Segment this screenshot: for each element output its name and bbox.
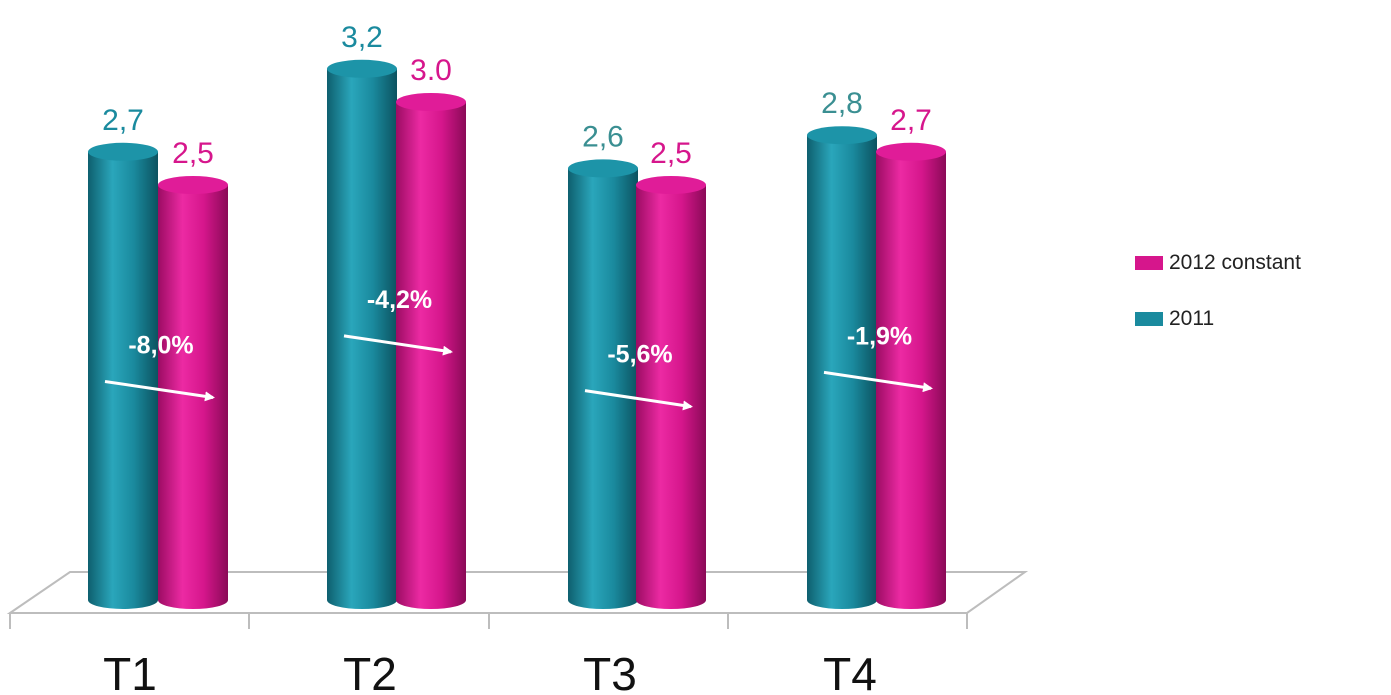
value-label: 3,2 xyxy=(341,21,383,54)
value-label: 2,7 xyxy=(890,104,932,137)
legend-item-2012: 2012 constant xyxy=(1135,248,1301,278)
change-arrow xyxy=(823,370,933,393)
x-tick-label: T1 xyxy=(103,648,157,695)
bar-2011-T2 xyxy=(327,59,397,610)
change-label: -8,0% xyxy=(128,331,193,359)
change-arrow xyxy=(584,389,693,411)
bars-layer xyxy=(88,59,946,610)
value-label: 2,7 xyxy=(102,104,144,137)
value-labels-layer: 2,7 2,5 3,2 3.0 2,6 2,5 2,8 2,7 xyxy=(102,21,932,170)
x-tick-labels: T1 T2 T3 T4 xyxy=(103,648,877,695)
legend-item-2011: 2011 xyxy=(1135,304,1301,334)
x-tick-label: T2 xyxy=(343,648,397,695)
bar-2012-constant-T4 xyxy=(876,142,946,610)
x-tick-label: T3 xyxy=(583,648,637,695)
change-arrow xyxy=(104,380,215,402)
legend-label-2011: 2011 xyxy=(1169,307,1215,330)
legend: 2012 constant 2011 xyxy=(1135,248,1301,360)
legend-swatch-2012 xyxy=(1135,256,1163,270)
value-label: 3.0 xyxy=(410,54,452,87)
change-label: -5,6% xyxy=(607,341,672,369)
bar-2011-T3 xyxy=(568,159,638,609)
bar-2011-T4 xyxy=(807,126,877,609)
change-label: -4,2% xyxy=(367,286,432,314)
value-label: 2,5 xyxy=(650,137,692,170)
bar-2012-constant-T1 xyxy=(158,176,228,609)
x-axis xyxy=(9,612,968,629)
legend-label-2012: 2012 constant xyxy=(1169,251,1301,274)
x-tick-label: T4 xyxy=(823,648,877,695)
change-arrow xyxy=(343,334,453,356)
value-label: 2,6 xyxy=(582,120,624,153)
change-labels-layer: -8,0% -4,2% -5,6% -1,9% xyxy=(128,286,912,369)
change-label: -1,9% xyxy=(847,322,912,350)
change-arrows-layer xyxy=(104,334,933,411)
bar-2012-constant-T2 xyxy=(396,93,466,609)
value-label: 2,8 xyxy=(821,87,863,120)
legend-swatch-2011 xyxy=(1135,312,1163,326)
bar-2011-T1 xyxy=(88,142,158,609)
bar-2012-constant-T3 xyxy=(636,176,706,609)
value-label: 2,5 xyxy=(172,137,214,170)
